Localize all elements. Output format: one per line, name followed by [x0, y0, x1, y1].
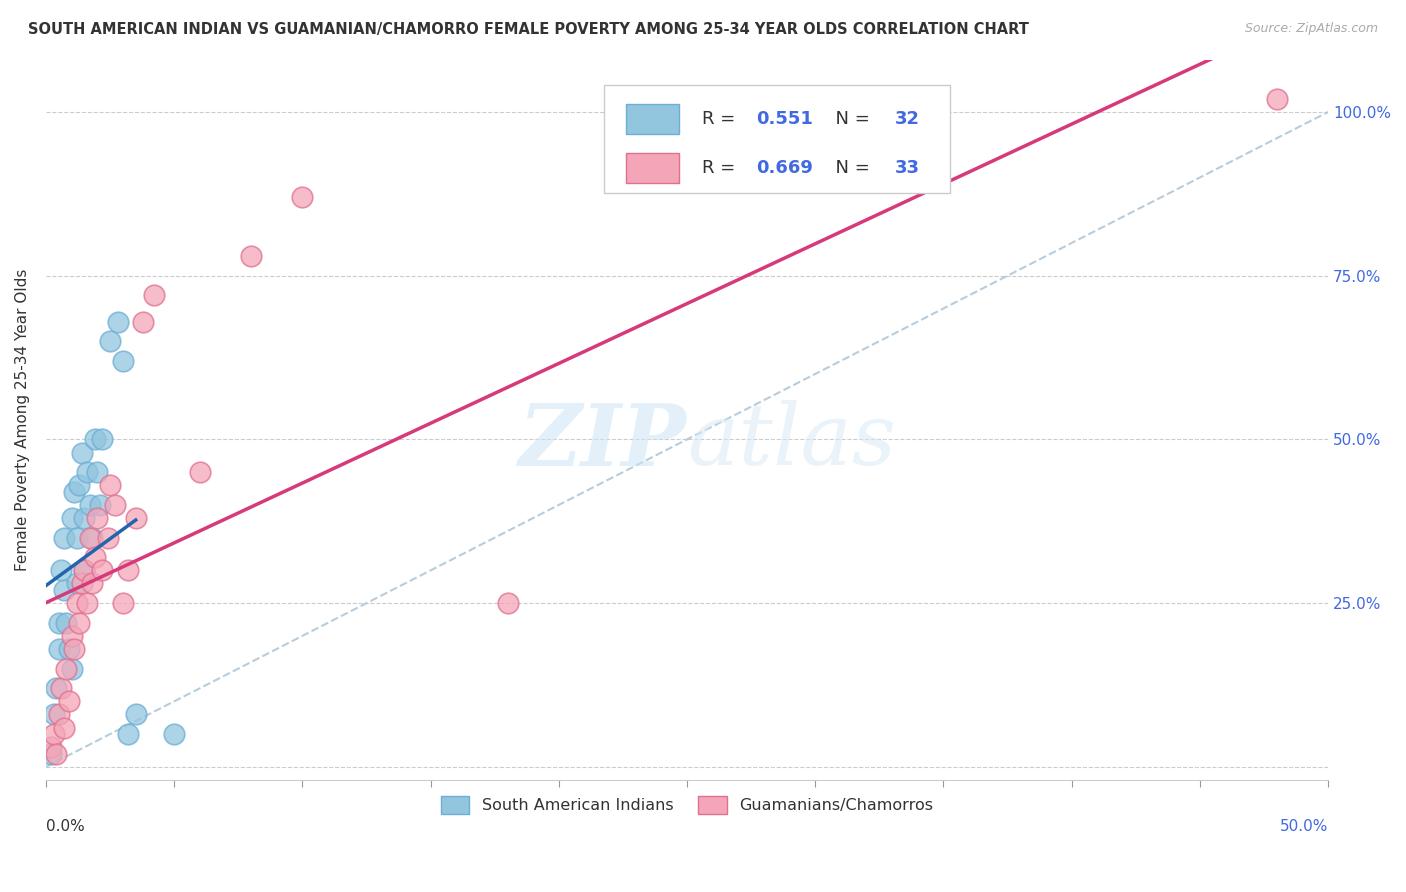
Point [66, 576, 89, 591]
Point [142, 288, 165, 302]
Point [125, 707, 148, 722]
Legend: South American Indians, Guamanians/Chamorros: South American Indians, Guamanians/Chamo… [433, 788, 942, 822]
Point [70, 445, 93, 459]
Text: 32: 32 [894, 110, 920, 128]
Point [52, 582, 75, 597]
Point [83, 550, 105, 565]
Point [125, 511, 148, 525]
FancyBboxPatch shape [603, 85, 950, 193]
Text: 0.551: 0.551 [756, 110, 813, 128]
Point [107, 314, 129, 328]
Point [45, 747, 67, 761]
Point [45, 681, 67, 696]
Point [63, 642, 86, 657]
Point [67, 615, 90, 630]
Point [48, 615, 70, 630]
Point [48, 642, 70, 657]
Point [188, 465, 211, 479]
Point [55, 615, 77, 630]
Point [83, 433, 105, 447]
Point [70, 576, 93, 591]
Point [82, 576, 104, 591]
Point [91, 563, 114, 577]
Point [163, 727, 186, 741]
Text: atlas: atlas [688, 400, 896, 483]
Point [73, 563, 96, 577]
Text: R =: R = [703, 159, 741, 177]
Point [51, 563, 73, 577]
Point [76, 465, 98, 479]
Point [39, 740, 62, 755]
Text: R =: R = [703, 110, 741, 128]
Point [60, 662, 83, 676]
Point [98, 334, 121, 348]
Point [82, 531, 104, 545]
Point [291, 190, 314, 204]
Point [1265, 92, 1288, 106]
Point [79, 498, 101, 512]
Point [51, 681, 73, 696]
Text: 0.0%: 0.0% [46, 819, 84, 834]
Point [89, 498, 111, 512]
Point [104, 498, 127, 512]
Point [42, 707, 65, 722]
Point [63, 484, 86, 499]
Y-axis label: Female Poverty Among 25-34 Year Olds: Female Poverty Among 25-34 Year Olds [15, 268, 30, 571]
Point [111, 596, 134, 610]
Point [76, 596, 98, 610]
Point [52, 531, 75, 545]
Point [86, 511, 108, 525]
Point [67, 478, 90, 492]
Point [240, 249, 263, 263]
Text: N =: N = [824, 110, 876, 128]
Point [132, 314, 155, 328]
Text: 33: 33 [894, 159, 920, 177]
Point [91, 433, 114, 447]
Point [117, 727, 139, 741]
Text: Source: ZipAtlas.com: Source: ZipAtlas.com [1244, 22, 1378, 36]
Point [79, 531, 101, 545]
Point [496, 596, 519, 610]
Point [58, 642, 80, 657]
Point [52, 721, 75, 735]
Point [96, 531, 118, 545]
Point [60, 629, 83, 643]
Point [55, 662, 77, 676]
Point [60, 511, 83, 525]
Point [111, 354, 134, 368]
Text: ZIP: ZIP [519, 400, 688, 483]
Point [117, 563, 139, 577]
Text: 0.669: 0.669 [756, 159, 813, 177]
Point [42, 727, 65, 741]
Point [66, 596, 89, 610]
Point [66, 531, 89, 545]
Point [73, 511, 96, 525]
Point [39, 747, 62, 761]
Text: 50.0%: 50.0% [1279, 819, 1329, 834]
FancyBboxPatch shape [626, 103, 679, 134]
Point [98, 478, 121, 492]
Point [58, 694, 80, 708]
Point [48, 707, 70, 722]
Text: SOUTH AMERICAN INDIAN VS GUAMANIAN/CHAMORRO FEMALE POVERTY AMONG 25-34 YEAR OLDS: SOUTH AMERICAN INDIAN VS GUAMANIAN/CHAMO… [28, 22, 1029, 37]
Point [73, 563, 96, 577]
FancyBboxPatch shape [626, 153, 679, 183]
Text: N =: N = [824, 159, 876, 177]
Point [86, 465, 108, 479]
